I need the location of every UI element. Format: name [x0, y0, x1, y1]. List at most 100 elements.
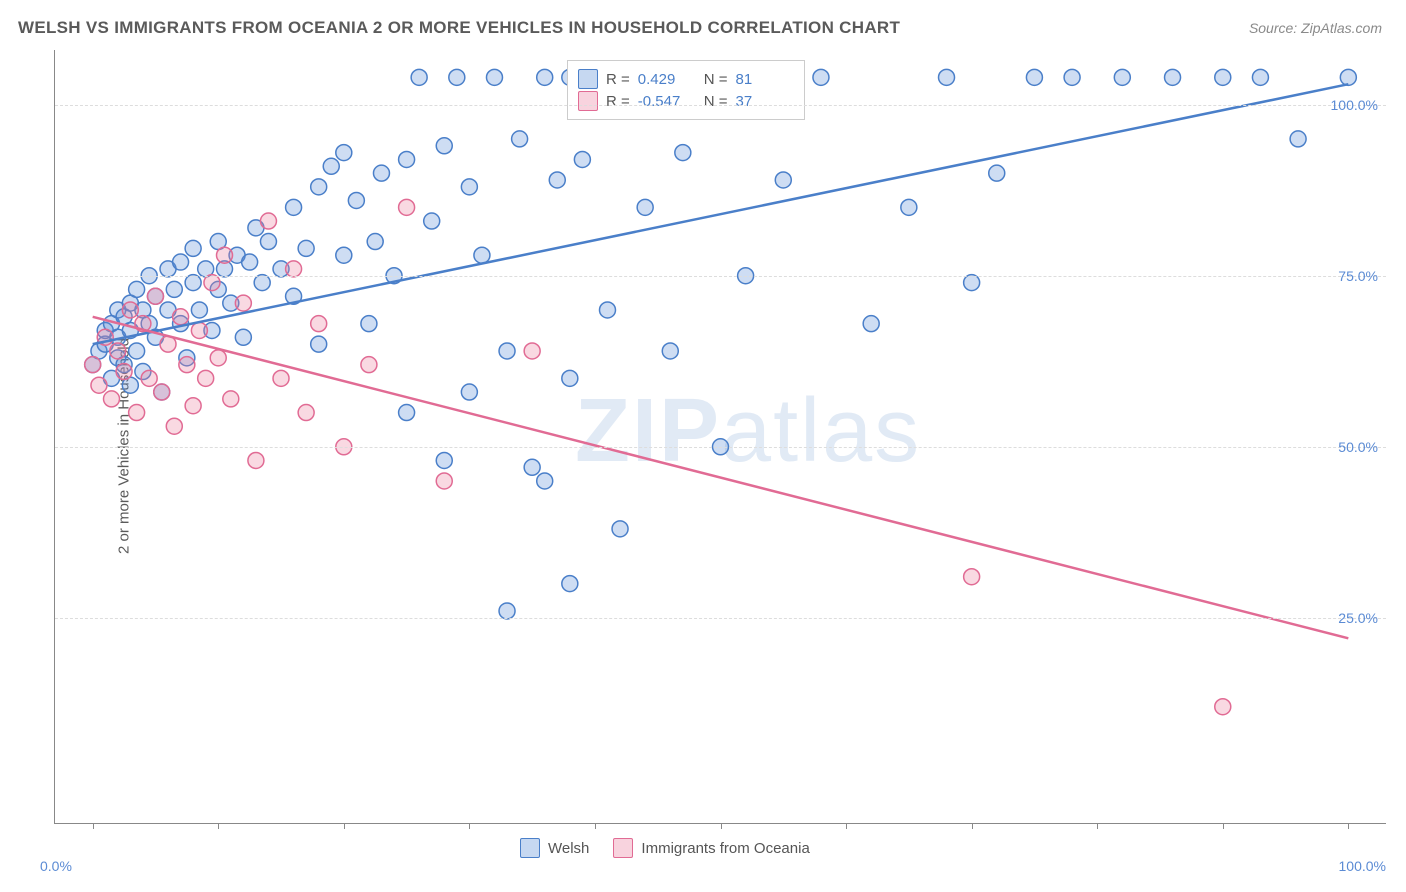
gridline — [55, 447, 1386, 448]
data-point — [964, 569, 980, 585]
data-point — [549, 172, 565, 188]
data-point — [185, 240, 201, 256]
x-tick — [344, 823, 345, 829]
data-point — [185, 275, 201, 291]
x-tick — [469, 823, 470, 829]
x-tick — [846, 823, 847, 829]
data-point — [637, 199, 653, 215]
data-point — [574, 151, 590, 167]
data-point — [863, 316, 879, 332]
data-point — [1215, 699, 1231, 715]
data-point — [141, 370, 157, 386]
x-tick — [1097, 823, 1098, 829]
data-point — [323, 158, 339, 174]
scatter-svg — [55, 50, 1386, 823]
data-point — [185, 398, 201, 414]
data-point — [361, 316, 377, 332]
data-point — [436, 138, 452, 154]
data-point — [662, 343, 678, 359]
data-point — [424, 213, 440, 229]
correlation-legend: R = 0.429 N = 81 R = -0.547 N = 37 — [567, 60, 805, 120]
legend-swatch-pink — [613, 838, 633, 858]
data-point — [311, 336, 327, 352]
data-point — [499, 343, 515, 359]
data-point — [499, 603, 515, 619]
data-point — [964, 275, 980, 291]
x-tick — [1223, 823, 1224, 829]
data-point — [449, 69, 465, 85]
x-tick — [1348, 823, 1349, 829]
data-point — [273, 370, 289, 386]
legend-label: Immigrants from Oceania — [641, 840, 809, 857]
data-point — [217, 247, 233, 263]
data-point — [1215, 69, 1231, 85]
data-point — [1064, 69, 1080, 85]
data-point — [179, 357, 195, 373]
legend-swatch-pink — [578, 91, 598, 111]
data-point — [1340, 69, 1356, 85]
data-point — [260, 234, 276, 250]
data-point — [813, 69, 829, 85]
x-tick — [721, 823, 722, 829]
legend-row-welsh: R = 0.429 N = 81 — [578, 69, 794, 89]
gridline — [55, 105, 1386, 106]
data-point — [298, 405, 314, 421]
x-tick — [218, 823, 219, 829]
data-point — [348, 192, 364, 208]
data-point — [367, 234, 383, 250]
x-tick — [93, 823, 94, 829]
gridline — [55, 276, 1386, 277]
data-point — [173, 254, 189, 270]
data-point — [361, 357, 377, 373]
data-point — [191, 322, 207, 338]
legend-row-oceania: R = -0.547 N = 37 — [578, 91, 794, 111]
legend-n-label: N = — [704, 93, 728, 110]
x-tick — [972, 823, 973, 829]
data-point — [411, 69, 427, 85]
data-point — [1026, 69, 1042, 85]
data-point — [512, 131, 528, 147]
data-point — [235, 329, 251, 345]
y-tick-label: 100.0% — [1331, 97, 1378, 113]
data-point — [989, 165, 1005, 181]
source-attribution: Source: ZipAtlas.com — [1249, 20, 1382, 36]
data-point — [1114, 69, 1130, 85]
data-point — [286, 199, 302, 215]
data-point — [254, 275, 270, 291]
data-point — [104, 391, 120, 407]
data-point — [1290, 131, 1306, 147]
y-tick-label: 50.0% — [1338, 439, 1378, 455]
legend-r-label: R = — [606, 71, 630, 88]
data-point — [166, 418, 182, 434]
data-point — [260, 213, 276, 229]
data-point — [85, 357, 101, 373]
data-point — [474, 247, 490, 263]
legend-label: Welsh — [548, 840, 589, 857]
data-point — [675, 145, 691, 161]
data-point — [612, 521, 628, 537]
data-point — [939, 69, 955, 85]
legend-n-label: N = — [704, 71, 728, 88]
data-point — [436, 452, 452, 468]
data-point — [116, 364, 132, 380]
legend-r-value: 0.429 — [638, 71, 696, 88]
data-point — [110, 343, 126, 359]
data-point — [311, 316, 327, 332]
data-point — [129, 405, 145, 421]
data-point — [1252, 69, 1268, 85]
legend-r-value: -0.547 — [638, 93, 696, 110]
data-point — [311, 179, 327, 195]
data-point — [901, 199, 917, 215]
legend-swatch-blue — [520, 838, 540, 858]
series-legend: Welsh Immigrants from Oceania — [520, 838, 810, 858]
data-point — [122, 302, 138, 318]
data-point — [129, 281, 145, 297]
data-point — [399, 151, 415, 167]
chart-title: WELSH VS IMMIGRANTS FROM OCEANIA 2 OR MO… — [18, 18, 900, 38]
y-tick-label: 25.0% — [1338, 610, 1378, 626]
data-point — [298, 240, 314, 256]
plot-area: ZIPatlas R = 0.429 N = 81 R = -0.547 N =… — [54, 50, 1386, 824]
data-point — [461, 179, 477, 195]
data-point — [129, 343, 145, 359]
legend-r-label: R = — [606, 93, 630, 110]
